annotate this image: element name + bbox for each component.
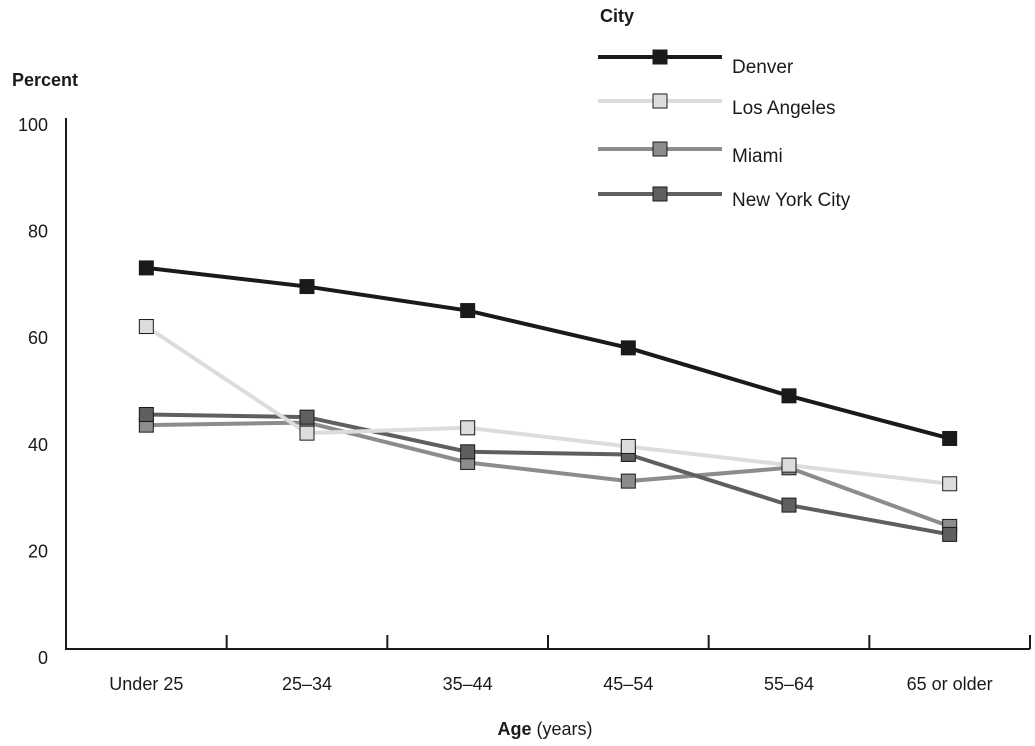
x-axis-label: Age (years) <box>497 719 592 739</box>
legend-marker <box>652 186 668 202</box>
series-point <box>942 430 958 446</box>
legend-marker <box>652 93 668 109</box>
legend: Denver Los Angeles Miami New York City <box>598 49 851 211</box>
series-group <box>138 260 958 542</box>
series-line <box>146 265 951 441</box>
legend-marker <box>652 49 668 65</box>
y-tick-label: 40 <box>28 435 48 455</box>
series-point <box>460 444 476 460</box>
x-tick-label: 25–34 <box>282 674 332 694</box>
x-tick-label: 45–54 <box>603 674 653 694</box>
y-axis-label: Percent <box>12 70 78 90</box>
series-point <box>138 406 154 422</box>
x-axis-label-bold: Age <box>497 719 531 739</box>
legend-title: City <box>600 6 634 26</box>
x-tick-group: Under 25 25–34 35–44 45–54 55–64 65 or older <box>109 635 1031 694</box>
series-line <box>145 324 950 486</box>
legend-marker <box>652 141 668 157</box>
series-point <box>138 260 154 276</box>
x-tick-label: Under 25 <box>109 674 183 694</box>
series-point <box>942 476 958 492</box>
series-line <box>146 412 951 537</box>
legend-label: Denver <box>732 57 794 78</box>
y-tick-label: 100 <box>18 115 48 135</box>
y-tick-label: 60 <box>28 328 48 348</box>
series-point <box>299 409 315 425</box>
x-tick-label: 35–44 <box>443 674 493 694</box>
series-point <box>781 457 797 473</box>
series-point <box>620 473 636 489</box>
series-point <box>620 340 636 356</box>
series-point <box>942 526 958 542</box>
series-point <box>620 438 636 454</box>
y-tick-label: 80 <box>28 222 48 242</box>
series-point <box>781 388 797 404</box>
x-axis-label-rest: (years) <box>532 719 593 739</box>
series-point <box>460 303 476 319</box>
series-point <box>299 279 315 295</box>
series-point <box>299 425 315 441</box>
legend-label: Miami <box>732 146 783 167</box>
x-tick-label: 65 or older <box>907 674 993 694</box>
y-tick-group: 0 20 40 60 80 100 <box>18 115 48 668</box>
y-tick-label: 20 <box>28 541 48 561</box>
legend-label: Los Angeles <box>732 98 836 119</box>
series-point <box>138 319 154 335</box>
legend-label: New York City <box>732 190 851 211</box>
series-point <box>460 420 476 436</box>
series-line <box>146 420 951 529</box>
x-tick-label: 55–64 <box>764 674 814 694</box>
series-point <box>781 497 797 513</box>
y-tick-label: 0 <box>38 648 48 668</box>
